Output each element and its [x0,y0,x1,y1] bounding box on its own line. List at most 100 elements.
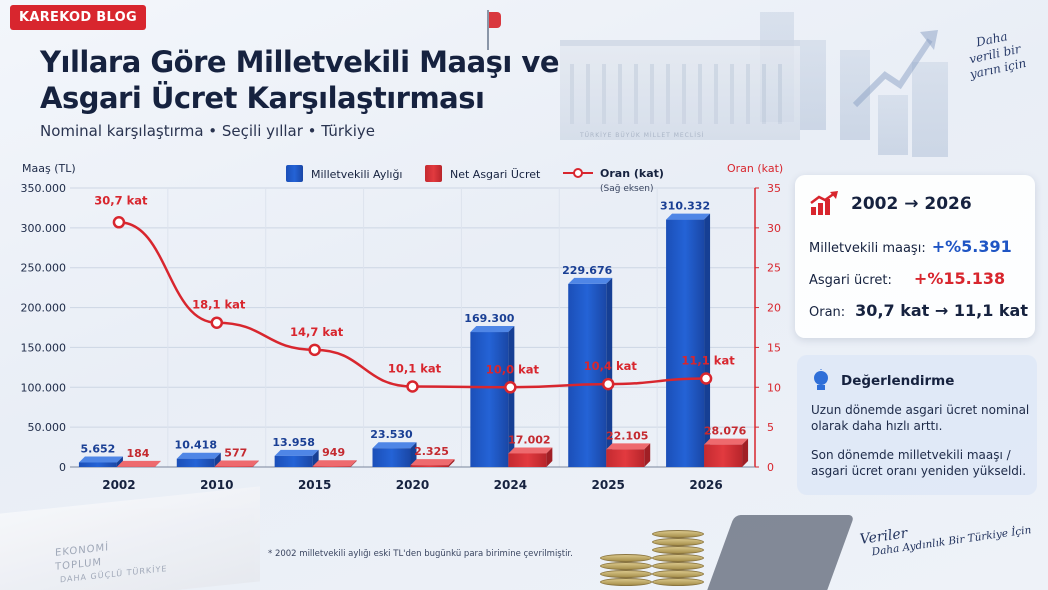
salary-comparison-chart: 0 50.000 100.000 150.000 200.000 250.000 300.0… [21,162,784,492]
title-line-1: Yıllara Göre Milletvekili Maaşı ve [40,45,560,79]
wage-bar [606,449,645,467]
ratio-point [699,372,713,385]
y-tick-label: 0 [59,461,66,474]
summary-panel: 2002 → 2026 Milletvekili maaşı: +%5.391 … [795,175,1035,338]
ratio-label: 18,1 kat [192,298,246,312]
title-line-2: Asgari Ücret Karşılaştırması [40,81,485,115]
wage-bar-side [252,460,259,467]
evaluation-title: Değerlendirme [841,373,955,389]
mp-growth-label: Milletvekili maaşı: [809,241,926,256]
wage-bar-side [350,460,357,467]
ratio-point [210,316,224,329]
footnote: * 2002 milletvekili aylığı eski TL'den b… [268,549,573,559]
wage-bar [312,466,351,467]
y2-tick-label: 30 [767,222,781,235]
wage-bar-top [214,460,259,467]
mp-bar-top [372,442,417,449]
ratio-point [308,343,321,357]
brand-badge: KAREKOD BLOG [10,5,146,30]
legend-mp-label: Milletvekili Aylığı [311,168,403,181]
wage-bar-label: 184 [126,447,149,460]
wage-growth-label: Asgari ücret: [809,273,892,288]
y-tick-label: 50.000 [28,421,67,434]
mp-growth-value: +%5.391 [931,237,1012,256]
mp-bar-top [568,277,613,284]
mp-bar-label: 13.958 [272,436,314,449]
mp-bar-side [704,213,711,467]
mp-bar-label: 229.676 [562,264,612,277]
mp-bar-top [176,452,221,459]
legend-mp-swatch [286,165,303,182]
x-tick-label: 2020 [396,478,429,492]
wage-bar-side [644,443,651,467]
wage-bar-label: 2.325 [414,445,449,458]
building-sign: TÜRKİYE BÜYÜK MİLLET MECLİSİ [580,132,705,139]
newspaper-decoration: EKONOMİ TOPLUM DAHA GÜÇLÜ TÜRKİYE [0,486,260,590]
ratio-label: 30,7 kat [94,193,148,207]
evaluation-text-1: Uzun dönemde asgari ücret nominal olarak… [811,403,1030,433]
y2-tick-label: 25 [767,262,781,275]
y2-tick-label: 0 [767,461,774,474]
mp-bar-label: 310.332 [660,200,710,213]
wage-bar-side [742,438,749,467]
y2-tick-label: 15 [767,341,781,354]
ratio-point [406,380,419,393]
ratio-label: 11,1 kat [681,354,735,368]
trend-arrow-icon [852,30,938,108]
ratio-label: 14,7 kat [290,325,344,339]
y2-tick-label: 5 [767,421,774,434]
y-tick-label: 100.000 [21,381,67,394]
mp-bar [666,219,705,467]
page-title: Yıllara Göre Milletvekili Maaşı ve Asgar… [40,44,600,116]
growth-chart-icon [810,191,838,215]
legend-wage-label: Net Asgari Ücret [450,168,541,181]
slogan: Daha verili bir yarın için [946,23,1043,86]
wage-bar-top [606,443,651,450]
y2-tick-label: 35 [767,182,781,195]
mp-bar [78,462,117,467]
wage-bar-label: 949 [322,446,345,459]
y-tick-label: 250.000 [21,262,67,275]
ratio-value: 30,7 kat → 11,1 kat [855,301,1028,320]
wage-bar-side [448,459,455,467]
calculator-decoration [705,515,855,590]
mp-bar [372,448,411,467]
mp-bar-top [274,449,319,456]
wage-bar [410,465,449,467]
wage-bar-top [704,438,749,445]
mp-bar [274,455,313,467]
x-tick-label: 2025 [592,478,625,492]
mp-bar-side [214,452,221,467]
mp-bar-side [606,277,613,467]
mp-bar [568,283,607,467]
ratio-label: Oran: [809,305,846,320]
mp-bar-label: 169.300 [464,312,514,325]
y-tick-label: 150.000 [21,341,67,354]
y2-tick-label: 20 [767,302,781,315]
evaluation-text-2: Son dönemde milletvekili maaşı / asgari … [811,448,1027,478]
x-tick-label: 2010 [200,478,233,492]
x-tick-label: 2024 [494,478,527,492]
ratio-point [504,381,517,394]
ratio-point [601,377,615,391]
mp-bar-top [78,456,123,463]
mp-bar [470,332,509,467]
mp-bar-label: 10.418 [175,439,217,452]
wage-bar-label: 577 [224,447,247,460]
wage-bar-top [312,460,357,467]
wage-bar-label: 22.105 [606,429,648,442]
turkish-flag-icon [489,12,501,28]
y-tick-label: 300.000 [21,222,67,235]
wage-bar-top [508,447,553,454]
wage-bar-side [154,460,161,467]
x-tick-label: 2002 [102,478,135,492]
y-tick-label: 200.000 [21,302,67,315]
wage-bar-top [410,459,455,466]
mp-bar [176,458,215,467]
mp-bar-top [470,326,515,333]
ratio-label: 10,1 kat [388,361,442,375]
legend-wage-swatch [425,165,442,182]
wage-bar-label: 17.002 [508,433,550,446]
mp-bar-side [312,449,319,467]
legend-ratio-label: Oran (kat) [600,167,664,180]
